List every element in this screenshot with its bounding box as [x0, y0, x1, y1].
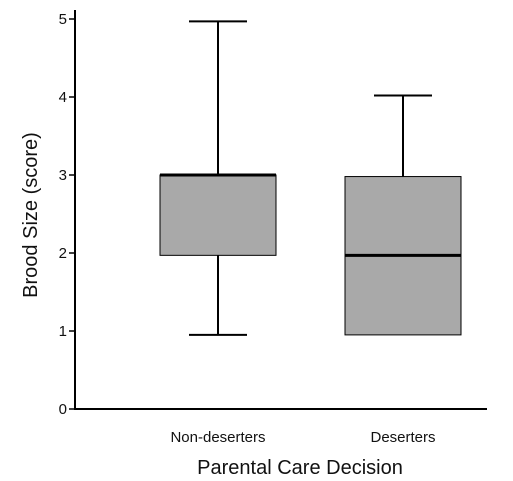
x-tick-label-deserters: Deserters [370, 429, 435, 446]
y-tick-label-5: 5 [59, 11, 67, 28]
plot-area: 0 1 2 3 4 5 Non-deserters Deserters [59, 10, 487, 446]
y-tick-label-2: 2 [59, 245, 67, 262]
y-tick-label-1: 1 [59, 323, 67, 340]
y-tick-label-3: 3 [59, 167, 67, 184]
x-axis-label: Parental Care Decision [197, 457, 403, 479]
y-tick-label-0: 0 [59, 401, 67, 418]
x-tick-label-non-deserters: Non-deserters [170, 429, 265, 446]
y-tick-label-4: 4 [59, 89, 67, 106]
non-deserters-box [159, 174, 277, 256]
y-axis-label: Brood Size (score) [20, 132, 42, 298]
